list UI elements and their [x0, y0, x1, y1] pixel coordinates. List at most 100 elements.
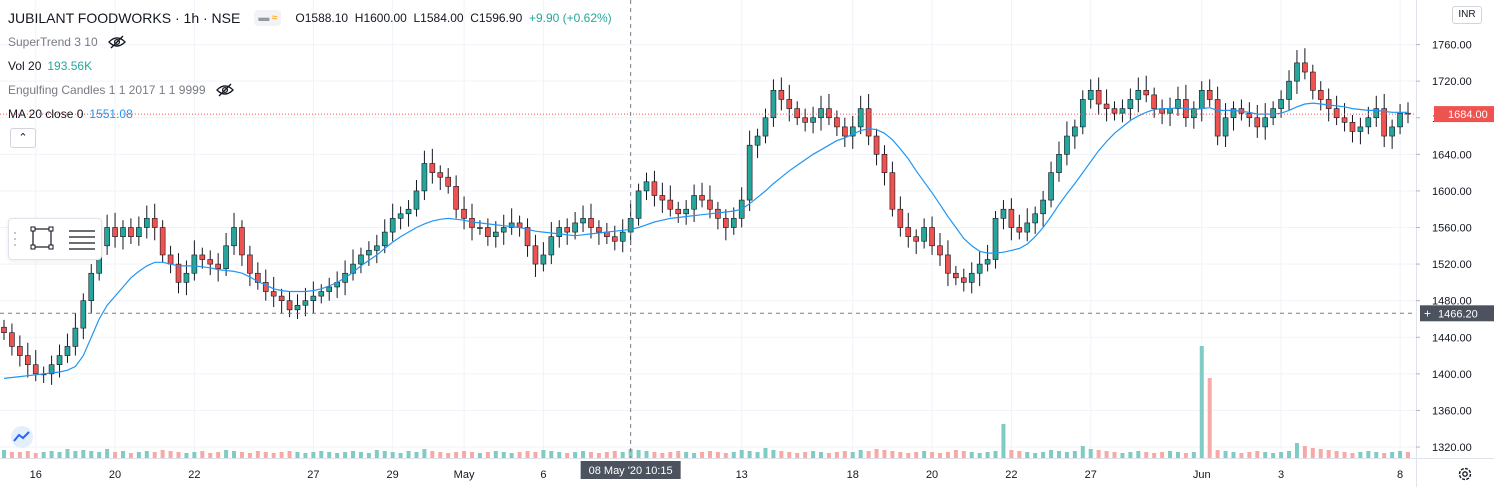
candle-body [1103, 103, 1110, 109]
lines-tool-icon[interactable] [69, 230, 95, 250]
volume-bar [216, 452, 221, 458]
candle-body [231, 227, 237, 247]
indicator-value: 1551.08 [89, 107, 133, 121]
candle [992, 211, 999, 269]
volume-bar [1374, 452, 1379, 458]
indicator-engulfing[interactable]: Engulfing Candles 1 1 2017 1 1 9999 [8, 78, 612, 102]
candle-body [32, 364, 39, 375]
candle-body [746, 144, 753, 201]
candle-body [183, 272, 190, 283]
candle [580, 205, 586, 233]
volume-bar [1406, 452, 1410, 458]
candle-body [762, 117, 769, 137]
candle-body [715, 208, 721, 219]
candle [294, 294, 301, 319]
volume-bar [422, 449, 427, 458]
candle-body [1270, 108, 1276, 119]
candle [802, 108, 808, 132]
crosshair-price-tag [1420, 305, 1494, 322]
candle-body [960, 277, 967, 283]
candle-body [1230, 108, 1237, 119]
y-tick-label: 1400.00 [1432, 369, 1472, 381]
volume-bar [739, 450, 744, 458]
candle-body [1191, 108, 1197, 119]
volume-bar [1168, 451, 1173, 458]
market-status-badge[interactable]: ▬ ≈ [254, 10, 282, 26]
candle [1357, 117, 1364, 145]
candle [270, 276, 277, 308]
candle [1262, 103, 1269, 140]
candle-body [1294, 62, 1300, 82]
candle [778, 77, 785, 111]
volume-bar [1128, 452, 1133, 458]
candle [683, 200, 689, 225]
wave-icon: ≈ [271, 12, 278, 24]
candle-body [1175, 99, 1181, 109]
volume-bar [1318, 449, 1323, 458]
candle [1286, 70, 1292, 111]
candle-body [1206, 90, 1213, 100]
volume-bar [295, 452, 300, 458]
volume-bar [1231, 452, 1236, 458]
candle-body [191, 254, 198, 274]
candle [1127, 88, 1134, 120]
candle-body [1095, 90, 1102, 105]
price-axis[interactable]: 1320.00 1360.00 1400.00 1440.00 1480.00 1520.… [1416, 40, 1472, 454]
volume-bar [1263, 452, 1268, 458]
candle-body [683, 208, 689, 215]
x-tick-label: Jun [1193, 469, 1211, 481]
volume-bar [953, 450, 958, 458]
candle-body [992, 218, 999, 260]
currency-badge[interactable]: INR [1452, 6, 1482, 24]
candle-body [897, 208, 904, 228]
candle-body [1262, 117, 1269, 128]
candle [1333, 95, 1340, 126]
indicator-ma[interactable]: MA 20 close 0 1551.08 [8, 102, 612, 126]
volume-bar [834, 452, 839, 458]
candle [1032, 206, 1038, 234]
volume-bar [945, 452, 950, 458]
volume-bar [700, 452, 705, 458]
candle [1119, 99, 1126, 123]
tradingview-logo-icon[interactable] [8, 425, 36, 449]
candle [104, 214, 110, 255]
volume-bar [2, 450, 6, 458]
time-axis[interactable]: 16 20 22 27 29 May 6 13 18 20 22 27 Jun 3 8 [30, 469, 1404, 481]
candle [889, 161, 896, 217]
candle-body [596, 227, 602, 233]
candle [1008, 198, 1015, 241]
eye-hidden-icon[interactable] [215, 83, 234, 97]
volume-bar [57, 452, 62, 458]
candle [1349, 115, 1356, 143]
candle-body [1222, 117, 1229, 137]
candle-body [611, 236, 618, 242]
rectangle-tool-icon[interactable] [30, 226, 54, 250]
candle [1016, 214, 1023, 240]
candle [278, 288, 285, 314]
candle-body [318, 291, 325, 297]
crosshair-plus-icon[interactable]: + [1424, 306, 1431, 320]
drag-handle-icon[interactable] [14, 232, 16, 246]
volume-bar [811, 451, 816, 458]
eye-hidden-icon[interactable] [107, 35, 126, 49]
candle-body [849, 126, 856, 137]
volume-bar [1072, 451, 1077, 458]
settings-gear-icon[interactable] [1456, 465, 1474, 483]
candle [818, 95, 824, 131]
indicator-volume[interactable]: Vol 20 193.56K [8, 54, 612, 78]
candle [857, 95, 864, 135]
candle-body [80, 300, 87, 329]
collapse-legend-button[interactable]: ⌃ [10, 128, 36, 148]
candle [1317, 81, 1324, 111]
volume-bar [335, 453, 340, 458]
candle-body [1310, 71, 1316, 91]
candle-body [826, 108, 832, 119]
volume-bar [311, 452, 316, 458]
change-value: +9.90 (+0.62%) [528, 11, 612, 25]
volume-bar [969, 452, 974, 458]
candle [1397, 104, 1403, 135]
x-tick-label: May [454, 469, 475, 481]
candle [485, 218, 491, 246]
indicator-supertrend[interactable]: SuperTrend 3 10 [8, 30, 612, 54]
symbol-title[interactable]: JUBILANT FOODWORKS · 1h · NSE [8, 10, 241, 26]
